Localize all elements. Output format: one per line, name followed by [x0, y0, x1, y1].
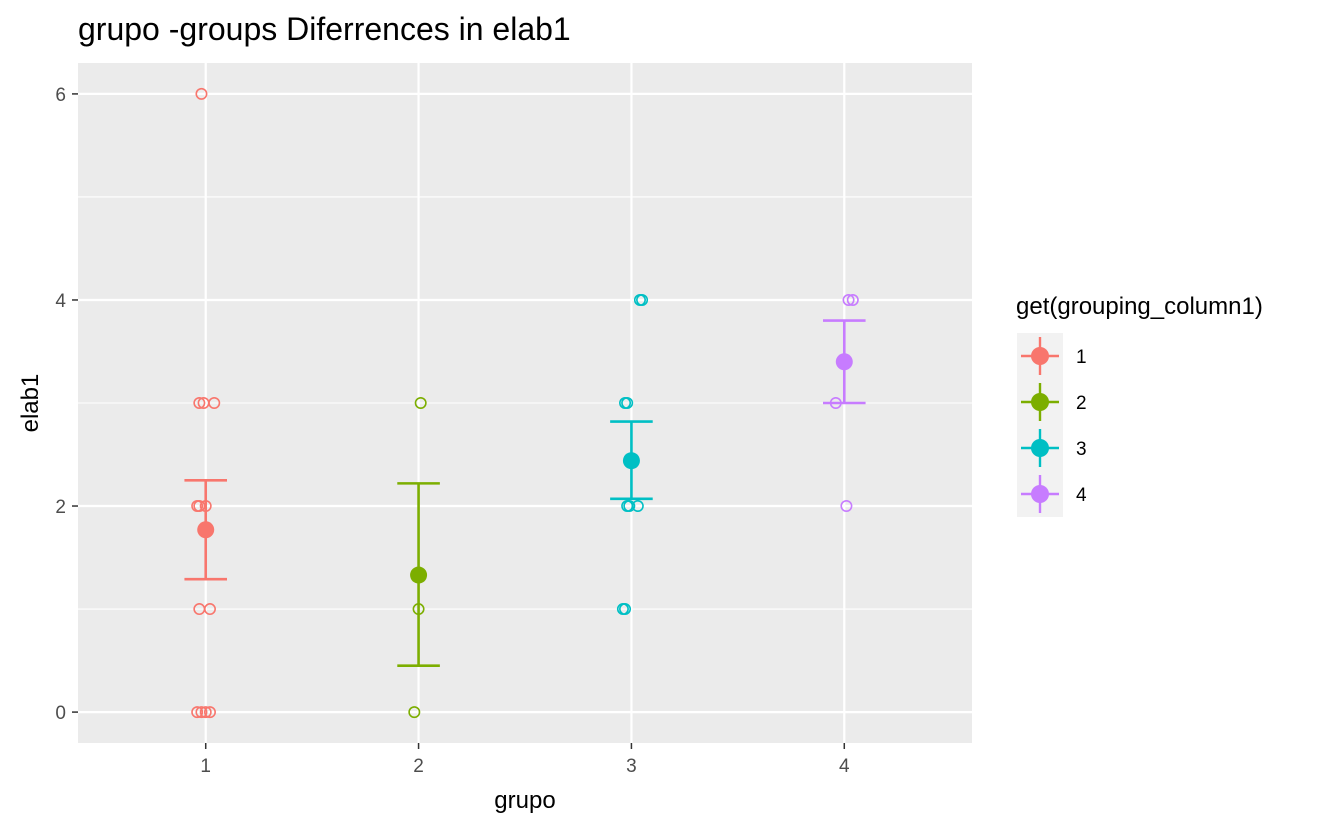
legend: get(grouping_column1) 1 2 3 4 [1016, 293, 1263, 517]
y-tick-label: 4 [55, 291, 66, 312]
legend-key-point [1031, 393, 1049, 411]
data-point [203, 706, 216, 719]
mean-point [410, 566, 428, 584]
data-point [631, 500, 644, 513]
y-tick-label: 0 [55, 703, 66, 724]
legend-key-point [1031, 347, 1049, 365]
y-axis: 0 2 4 6 [55, 85, 78, 724]
data-point [840, 500, 853, 513]
y-tick-label: 6 [55, 85, 66, 106]
x-tick-label: 1 [200, 756, 211, 777]
legend-label: 1 [1076, 347, 1087, 368]
legend-key-point [1031, 485, 1049, 503]
y-axis-title: elab1 [17, 374, 44, 433]
chart-title: grupo -groups Diferrences in elab1 [78, 11, 571, 47]
data-point [199, 706, 212, 719]
x-tick-label: 3 [626, 756, 637, 777]
legend-label: 3 [1076, 439, 1087, 460]
mean-markers [197, 353, 853, 584]
data-point [414, 396, 427, 409]
data-point [636, 293, 649, 306]
legend-key-point [1031, 439, 1049, 457]
legend-title: get(grouping_column1) [1016, 293, 1263, 320]
x-tick-label: 4 [839, 756, 850, 777]
data-point [842, 293, 855, 306]
x-axis-title: grupo [494, 787, 555, 814]
legend-label: 2 [1076, 393, 1087, 414]
x-tick-label: 2 [413, 756, 424, 777]
mean-point [197, 521, 215, 539]
y-tick-label: 2 [55, 497, 66, 518]
mean-point [835, 353, 853, 371]
data-point [203, 603, 216, 616]
data-point [621, 396, 634, 409]
data-point [623, 500, 636, 513]
data-point [619, 603, 632, 616]
data-point [208, 396, 221, 409]
data-point [846, 293, 859, 306]
data-point [191, 706, 204, 719]
data-point [195, 87, 208, 100]
mean-point [622, 452, 640, 470]
data-point [195, 706, 208, 719]
legend-label: 4 [1076, 485, 1087, 506]
data-point [408, 706, 421, 719]
data-point [193, 396, 206, 409]
x-axis: 1 2 3 4 [200, 743, 850, 777]
